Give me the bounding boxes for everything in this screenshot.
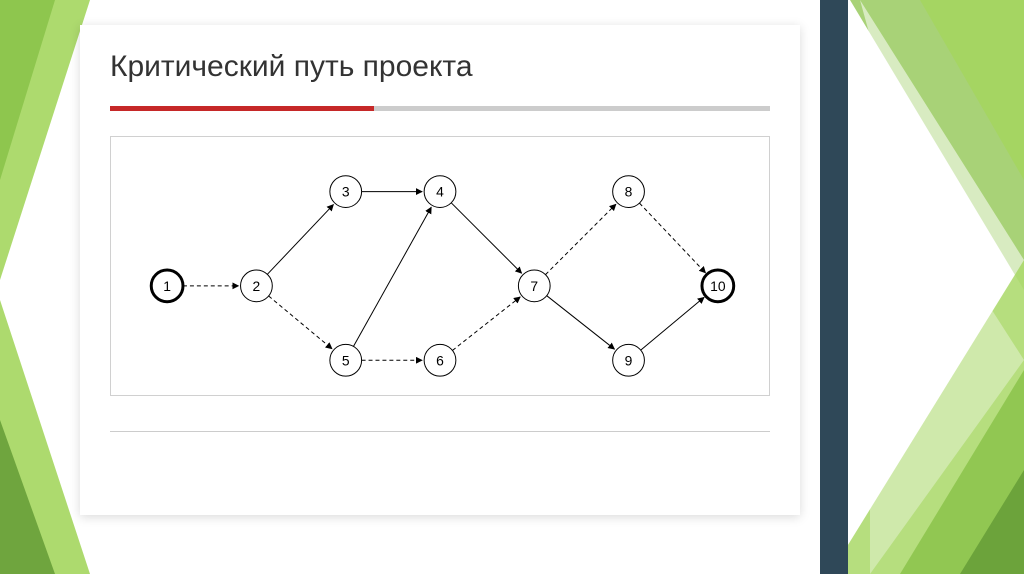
edge-6-7 — [452, 297, 520, 351]
node-3: 3 — [330, 176, 362, 208]
edge-2-5 — [269, 296, 332, 349]
node-5: 5 — [330, 344, 362, 376]
node-7: 7 — [518, 270, 550, 302]
svg-text:4: 4 — [436, 184, 444, 200]
svg-text:3: 3 — [342, 184, 350, 200]
svg-text:10: 10 — [710, 278, 726, 294]
node-10: 10 — [702, 270, 734, 302]
node-8: 8 — [613, 176, 645, 208]
title-underline — [110, 106, 770, 111]
node-4: 4 — [424, 176, 456, 208]
edge-7-8 — [545, 204, 615, 274]
slide-title: Критический путь проекта — [110, 50, 770, 84]
edge-9-10 — [641, 297, 704, 350]
node-1: 1 — [151, 270, 183, 302]
node-6: 6 — [424, 344, 456, 376]
edge-7-9 — [547, 296, 615, 350]
footer-divider — [110, 431, 770, 432]
svg-text:5: 5 — [342, 352, 350, 368]
svg-text:9: 9 — [625, 352, 633, 368]
node-9: 9 — [613, 344, 645, 376]
edge-2-3 — [267, 205, 333, 275]
edge-8-10 — [639, 203, 705, 273]
svg-text:6: 6 — [436, 352, 444, 368]
svg-text:7: 7 — [530, 278, 538, 294]
edge-4-7 — [451, 203, 521, 273]
network-diagram: 1 2 3 4 5 6 7 8 9 10 — [110, 136, 770, 396]
svg-text:1: 1 — [163, 278, 171, 294]
slide-card: Критический путь проекта 1 2 3 4 5 6 7 8 9 10 — [80, 25, 800, 515]
svg-text:8: 8 — [625, 184, 633, 200]
svg-text:2: 2 — [253, 278, 261, 294]
edge-5-4 — [353, 207, 431, 346]
node-2: 2 — [241, 270, 273, 302]
